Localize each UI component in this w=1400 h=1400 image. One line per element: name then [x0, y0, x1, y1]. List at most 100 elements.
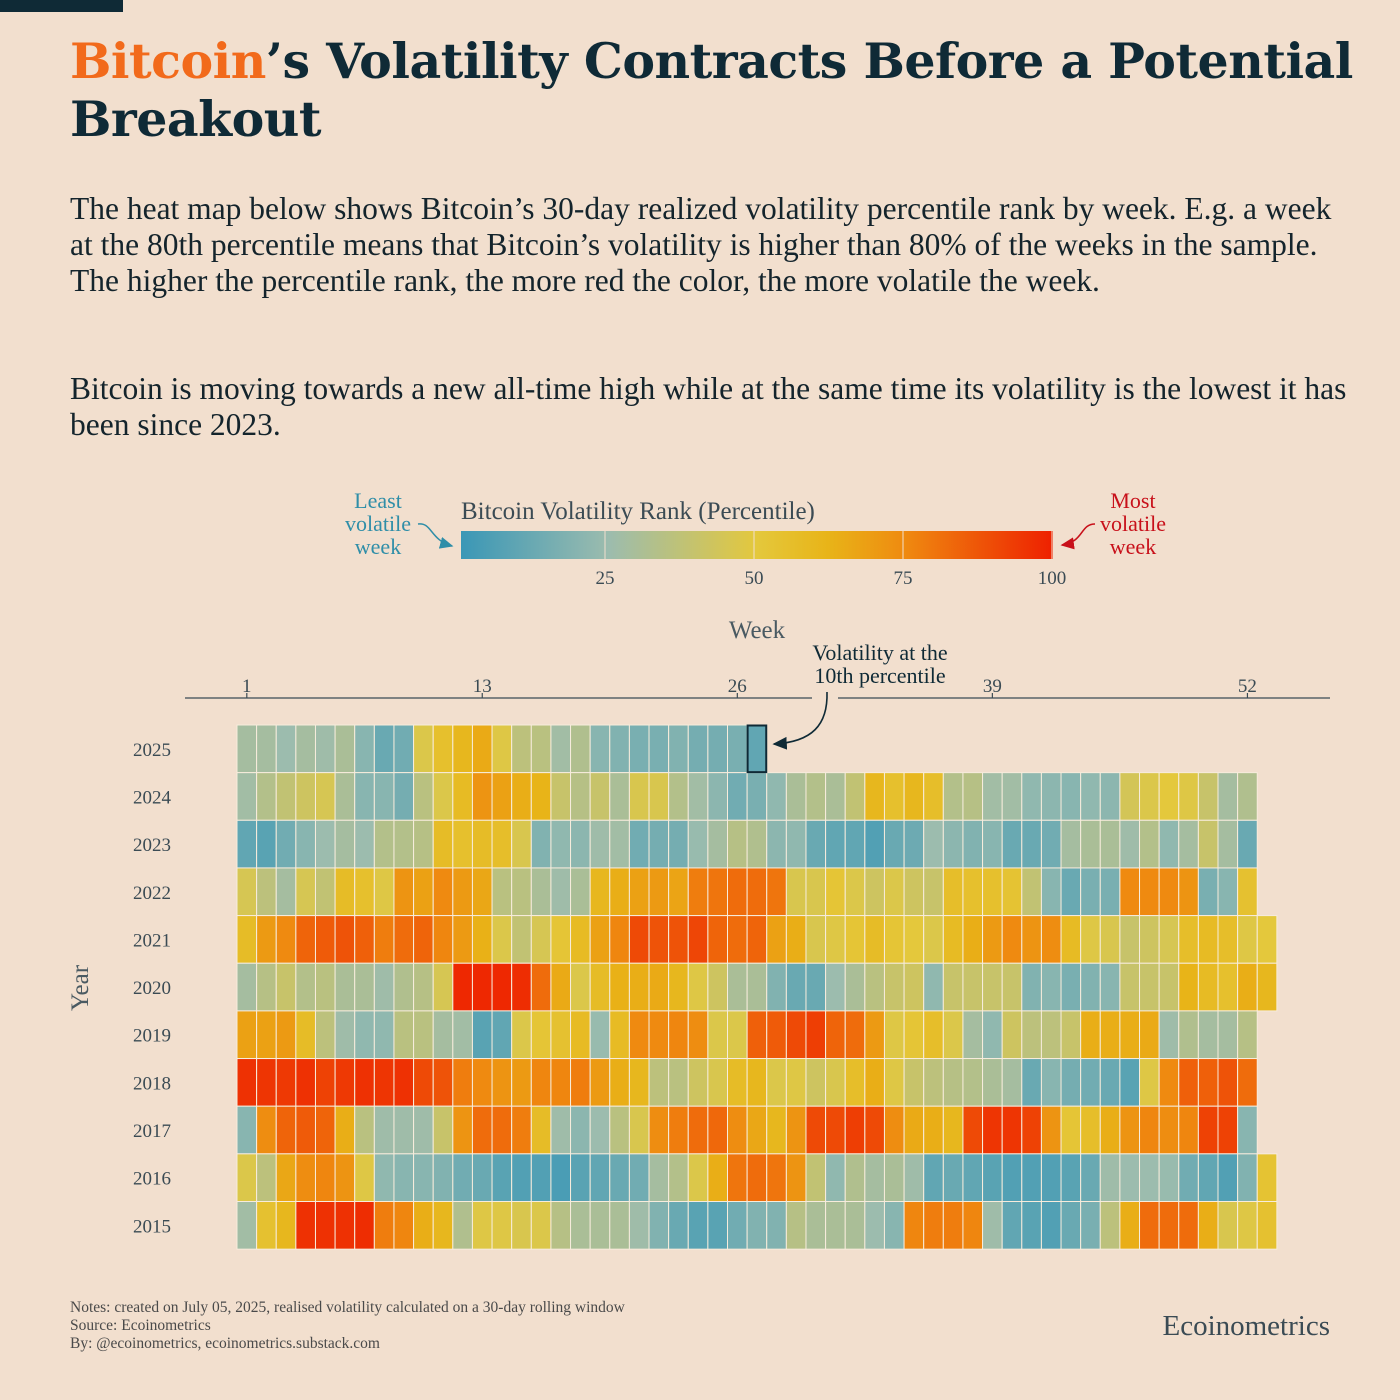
heatmap-cell-2019-w26 [727, 1010, 748, 1060]
heatmap-cell-2016-w12 [452, 1153, 473, 1202]
heatmap-cell-2019-w38 [962, 1010, 984, 1060]
heatmap-cell-2023-w31 [825, 819, 846, 869]
heatmap-cell-2021-w47 [1139, 915, 1160, 964]
heatmap-cell-2019-w32 [844, 1010, 866, 1060]
heatmap-cell-2022-w12 [452, 867, 473, 917]
heatmap-cell-2022-w21 [628, 867, 650, 917]
heatmap-cell-2021-w41 [1021, 915, 1042, 964]
heatmap-cell-2025-w6 [334, 724, 356, 774]
heatmap-cell-2015-w33 [864, 1201, 885, 1250]
heatmap-cell-2022-w17 [550, 867, 572, 917]
heatmap-cell-2017-w18 [570, 1105, 591, 1155]
heatmap-cell-2023-w36 [923, 819, 944, 869]
heatmap-cell-2018-w40 [1001, 1058, 1023, 1107]
heatmap-cell-2024-w36 [923, 772, 944, 821]
heatmap-cell-2023-w10 [413, 819, 434, 869]
heatmap-cell-2016-w31 [825, 1153, 846, 1202]
heatmap-cell-2020-w12 [452, 962, 473, 1012]
heatmap-cell-2025-w26 [727, 724, 748, 774]
heatmap-cell-2021-w21 [628, 915, 650, 964]
heatmap-cell-2018-w41 [1021, 1058, 1042, 1107]
y-tick-label: 2017 [133, 1121, 171, 1142]
heatmap-cell-2021-w52 [1237, 915, 1258, 964]
heatmap-cell-2024-w18 [570, 772, 591, 821]
heatmap-cell-2021-w5 [314, 915, 336, 964]
heatmap-cell-2022-w13 [471, 867, 493, 917]
heatmap-cell-2020-w38 [962, 962, 984, 1012]
heatmap-cell-2021-w42 [1040, 915, 1062, 964]
heatmap-cell-2019-w6 [334, 1010, 356, 1060]
heatmap-cell-2017-w27 [746, 1105, 768, 1155]
heatmap-cell-2018-w32 [844, 1058, 866, 1107]
heatmap-cell-2015-w46 [1119, 1201, 1141, 1250]
heatmap-cell-2017-w46 [1119, 1105, 1141, 1155]
heatmap-cell-2021-w11 [432, 915, 454, 964]
legend-least-line3: week [355, 534, 401, 559]
heatmap-cell-2024-w49 [1178, 772, 1199, 821]
heatmap-cell-2021-w51 [1217, 915, 1239, 964]
heatmap-cell-2022-w10 [413, 867, 434, 917]
heatmap-cell-2020-w49 [1178, 962, 1199, 1012]
heatmap-cell-2023-w4 [295, 819, 316, 869]
heatmap-cell-2016-w11 [432, 1153, 454, 1202]
heatmap-cell-2024-w16 [530, 772, 552, 821]
heatmap-cell-2024-w12 [452, 772, 473, 821]
heatmap-cell-2020-w33 [864, 962, 885, 1012]
heatmap-cell-2025-w21 [628, 724, 650, 774]
heatmap-cell-2025-w24 [687, 724, 709, 774]
heatmap-cell-2016-w44 [1080, 1153, 1101, 1202]
heatmap-cell-2023-w46 [1119, 819, 1141, 869]
heatmap-cell-2016-w29 [785, 1153, 807, 1202]
least-arrow-icon [417, 523, 454, 549]
heatmap-cell-2020-w20 [609, 962, 630, 1012]
heatmap-cell-2024-w25 [707, 772, 729, 821]
heatmap-cell-2023-w25 [707, 819, 729, 869]
title-rest: ’s Volatility Contracts Before a Potenti… [70, 32, 1353, 148]
heatmap-cell-2016-w16 [530, 1153, 552, 1202]
heatmap-cell-2021-w19 [589, 915, 611, 964]
heatmap-cell-2017-w13 [471, 1105, 493, 1155]
heatmap-cell-2016-w1 [236, 1153, 258, 1202]
heatmap-cell-2021-w44 [1080, 915, 1101, 964]
heatmap-cell-2020-w5 [314, 962, 336, 1012]
heatmap-cell-2022-w44 [1080, 867, 1101, 917]
heatmap-cell-2018-w35 [903, 1058, 925, 1107]
heatmap-cell-2017-w7 [354, 1105, 375, 1155]
heatmap-cell-2024-w27 [746, 772, 768, 821]
heatmap-cell-2020-w52 [1237, 962, 1258, 1012]
heatmap-cell-2015-w28 [766, 1201, 787, 1250]
heatmap-cell-2020-w44 [1080, 962, 1101, 1012]
heatmap-cell-2017-w3 [275, 1105, 297, 1155]
heatmap-cell-2015-w17 [550, 1201, 572, 1250]
heatmap-cell-2017-w47 [1139, 1105, 1160, 1155]
heatmap-cell-2016-w45 [1099, 1153, 1121, 1202]
heatmap-cell-2016-w53 [1256, 1153, 1278, 1202]
heatmap-cell-2023-w29 [785, 819, 807, 869]
heatmap-cell-2024-w37 [942, 772, 964, 821]
heatmap-cell-2019-w19 [589, 1010, 611, 1060]
heatmap-cell-2016-w8 [373, 1153, 395, 1202]
heatmap-cell-2021-w34 [883, 915, 905, 964]
heatmap-cell-2015-w21 [628, 1201, 650, 1250]
heatmap-cell-2019-w39 [982, 1010, 1003, 1060]
heatmap-cell-2017-w48 [1158, 1105, 1180, 1155]
heatmap-cell-2024-w41 [1021, 772, 1042, 821]
heatmap-cell-2024-w28 [766, 772, 787, 821]
heatmap-cell-2019-w46 [1119, 1010, 1141, 1060]
heatmap-cell-2023-w28 [766, 819, 787, 869]
heatmap-cell-2015-w20 [609, 1201, 630, 1250]
heatmap-cell-2023-w37 [942, 819, 964, 869]
heatmap-cell-2018-w43 [1060, 1058, 1082, 1107]
heatmap-cell-2021-w6 [334, 915, 356, 964]
heatmap-cell-2015-w36 [923, 1201, 944, 1250]
heatmap-cell-2018-w18 [570, 1058, 591, 1107]
heatmap-cell-2015-w25 [707, 1201, 729, 1250]
heatmap-cell-2025-w20 [609, 724, 630, 774]
heatmap-cell-2021-w23 [668, 915, 689, 964]
x-tick-label: 26 [728, 676, 747, 697]
heatmap-cell-2023-w13 [471, 819, 493, 869]
heatmap-cell-2017-w29 [785, 1105, 807, 1155]
heatmap-cell-2016-w14 [491, 1153, 513, 1202]
heatmap-cell-2025-w12 [452, 724, 473, 774]
heatmap-cell-2023-w17 [550, 819, 572, 869]
